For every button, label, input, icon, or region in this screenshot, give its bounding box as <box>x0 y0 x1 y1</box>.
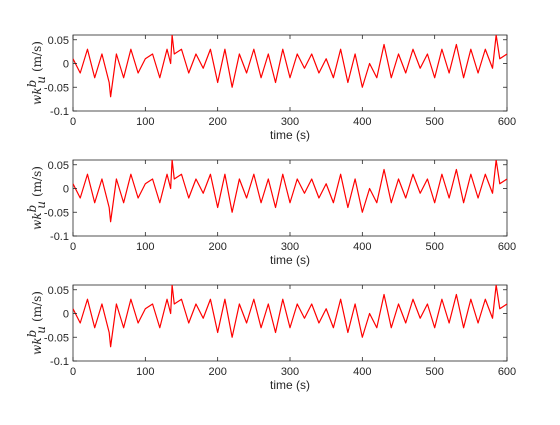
subplot-3: 0 100 200 300 400 500 600 0.05 0 -0.05 -0.1 time (s… <box>25 284 516 392</box>
y-label-symbol: wk <box>30 337 44 355</box>
y-axis-label: wkbu (m/s) <box>25 291 48 355</box>
x-tick-label: 400 <box>353 241 371 253</box>
y-label-unit: (m/s) <box>30 291 44 322</box>
subplot-2: 0 100 200 300 400 500 600 0.05 0 -0.05 -0.1 time (s… <box>25 159 516 267</box>
y-tick-label: -0.05 <box>44 82 69 94</box>
plot-area <box>72 34 508 112</box>
x-tick-label: 200 <box>208 366 226 378</box>
y-label-symbol: wk <box>30 212 44 230</box>
x-tick-label: 300 <box>281 366 299 378</box>
x-tick-label: 600 <box>498 241 516 253</box>
y-label-superscript: b <box>25 80 39 88</box>
subplot-1: 0 100 200 300 400 500 600 0.05 0 -0.05 -0.1 time (s… <box>25 34 516 142</box>
x-axis-label: time (s) <box>270 128 310 142</box>
x-tick-label: 500 <box>425 116 443 128</box>
x-tick-label: 300 <box>281 241 299 253</box>
y-label-subscript: u <box>34 201 48 209</box>
y-tick-label: -0.1 <box>50 106 69 118</box>
x-tick-label: 300 <box>281 116 299 128</box>
x-tick-label: 100 <box>136 116 154 128</box>
plot-area <box>72 159 508 237</box>
x-tick-label: 100 <box>136 366 154 378</box>
x-tick-label: 0 <box>70 116 76 128</box>
y-label-subscript: u <box>34 76 48 84</box>
x-tick-label: 0 <box>70 241 76 253</box>
y-label-unit: (m/s) <box>30 166 44 197</box>
y-tick-label: -0.1 <box>50 231 69 243</box>
x-tick-label: 200 <box>208 116 226 128</box>
y-tick-label: 0.05 <box>48 285 69 297</box>
plot-area <box>72 284 508 362</box>
y-tick-label: -0.05 <box>44 332 69 344</box>
y-label-symbol: wk <box>30 87 44 105</box>
y-tick-label: 0 <box>63 184 69 196</box>
x-tick-label: 200 <box>208 241 226 253</box>
x-tick-label: 600 <box>498 366 516 378</box>
y-tick-label: 0.05 <box>48 35 69 47</box>
x-axis-label: time (s) <box>270 253 310 267</box>
series-line-1 <box>73 160 507 223</box>
y-tick-label: 0 <box>63 309 69 321</box>
y-label-unit: (m/s) <box>30 41 44 72</box>
x-tick-label: 600 <box>498 116 516 128</box>
series-line-1 <box>73 285 507 348</box>
x-tick-label: 0 <box>70 366 76 378</box>
y-label-superscript: b <box>25 205 39 213</box>
x-tick-label: 400 <box>353 116 371 128</box>
x-tick-label: 500 <box>425 366 443 378</box>
y-tick-label: -0.1 <box>50 356 69 368</box>
y-axis-label: wkbu (m/s) <box>25 166 48 230</box>
y-label-subscript: u <box>34 326 48 334</box>
x-tick-label: 500 <box>425 241 443 253</box>
y-label-superscript: b <box>25 330 39 338</box>
y-axis-label: wkbu (m/s) <box>25 41 48 105</box>
series-line-1 <box>73 35 507 98</box>
x-tick-label: 100 <box>136 241 154 253</box>
y-tick-label: 0 <box>63 59 69 71</box>
y-tick-label: 0.05 <box>48 160 69 172</box>
x-axis-label: time (s) <box>270 378 310 392</box>
y-tick-label: -0.05 <box>44 207 69 219</box>
x-tick-label: 400 <box>353 366 371 378</box>
